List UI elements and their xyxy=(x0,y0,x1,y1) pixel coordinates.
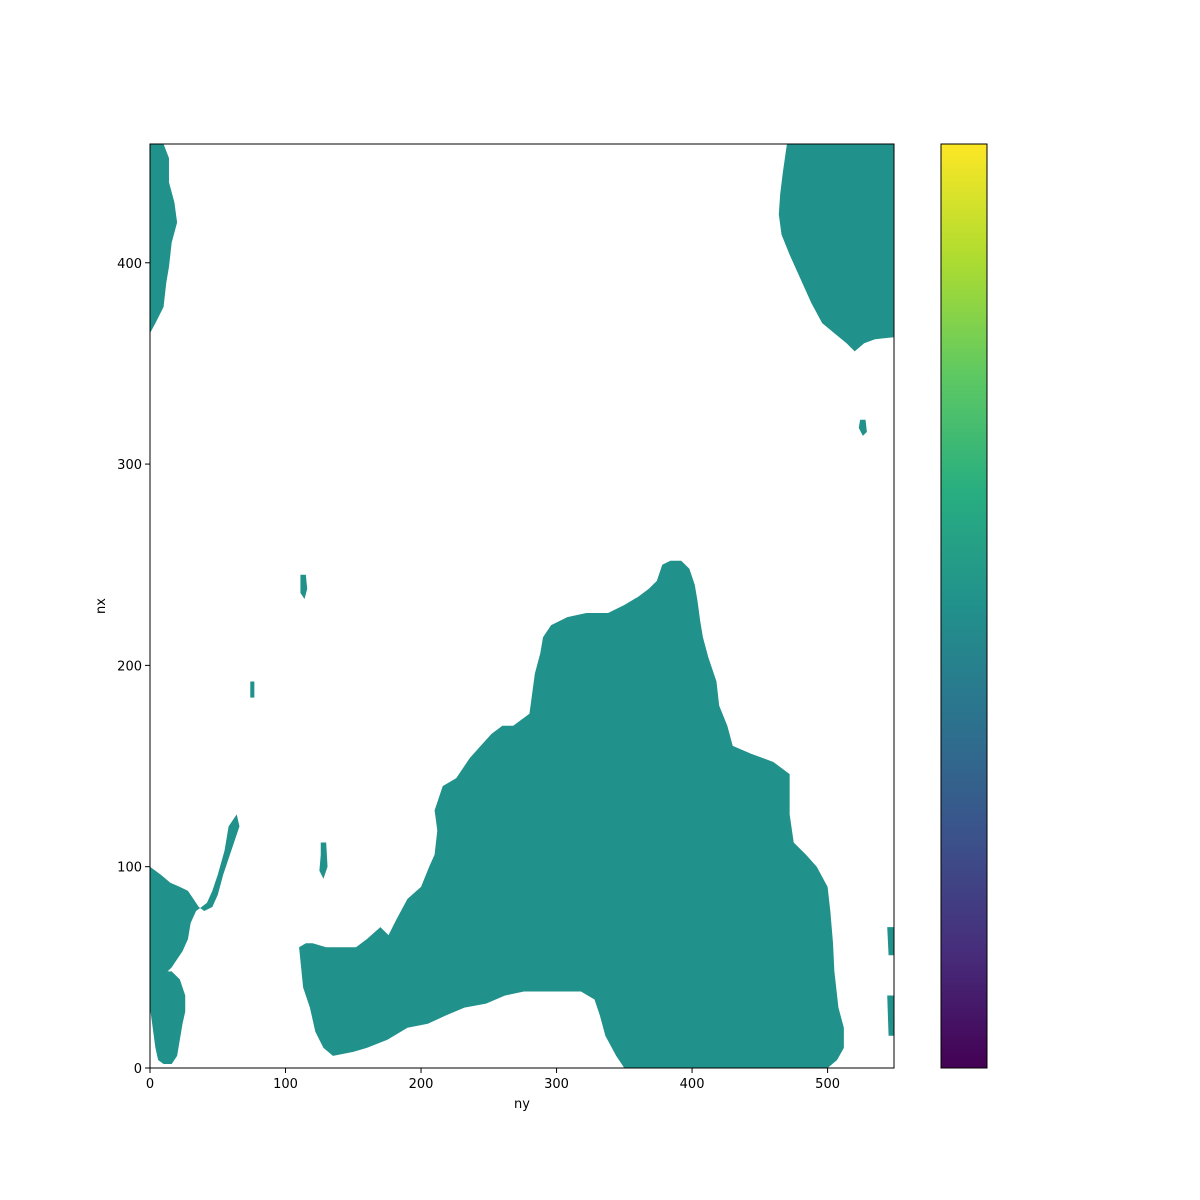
x-tick-label: 400 xyxy=(680,1077,705,1092)
x-tick-label: 300 xyxy=(544,1077,569,1092)
mask-region-central-america-strip xyxy=(150,144,178,334)
x-tick-label: 200 xyxy=(409,1077,434,1092)
x-tick-label: 0 xyxy=(146,1077,154,1092)
x-axis-label: ny xyxy=(514,1097,530,1112)
y-tick-label: 300 xyxy=(117,458,142,473)
mask-region-central-america-lower xyxy=(150,971,186,1064)
y-tick-label: 100 xyxy=(117,861,142,876)
y-tick-label: 200 xyxy=(117,659,142,674)
mask-region-island-113 xyxy=(300,574,308,599)
heatmap-layer xyxy=(150,144,894,1068)
mask-region-island-75 xyxy=(250,681,255,698)
mask-region-island-128 xyxy=(319,842,328,879)
mask-region-island-540 xyxy=(887,927,894,956)
tick-layer: 0 100 200 300 400 500 0 100 200 300 400 xyxy=(117,257,840,1092)
mask-region-caribbean-lower-left xyxy=(150,814,240,988)
x-tick-label: 100 xyxy=(273,1077,298,1092)
mask-region-island-545 xyxy=(887,995,894,1036)
colorbar xyxy=(940,143,988,1069)
y-axis-label: nx xyxy=(94,598,109,614)
x-tick-label: 500 xyxy=(815,1077,840,1092)
plot-frame xyxy=(149,143,895,1069)
mask-region-south-america-mainland xyxy=(299,560,844,1068)
y-tick-label: 400 xyxy=(117,257,142,272)
mask-region-africa-upper-right xyxy=(778,144,894,352)
y-tick-label: 0 xyxy=(134,1062,142,1077)
mask-region-island-525 xyxy=(858,419,867,436)
